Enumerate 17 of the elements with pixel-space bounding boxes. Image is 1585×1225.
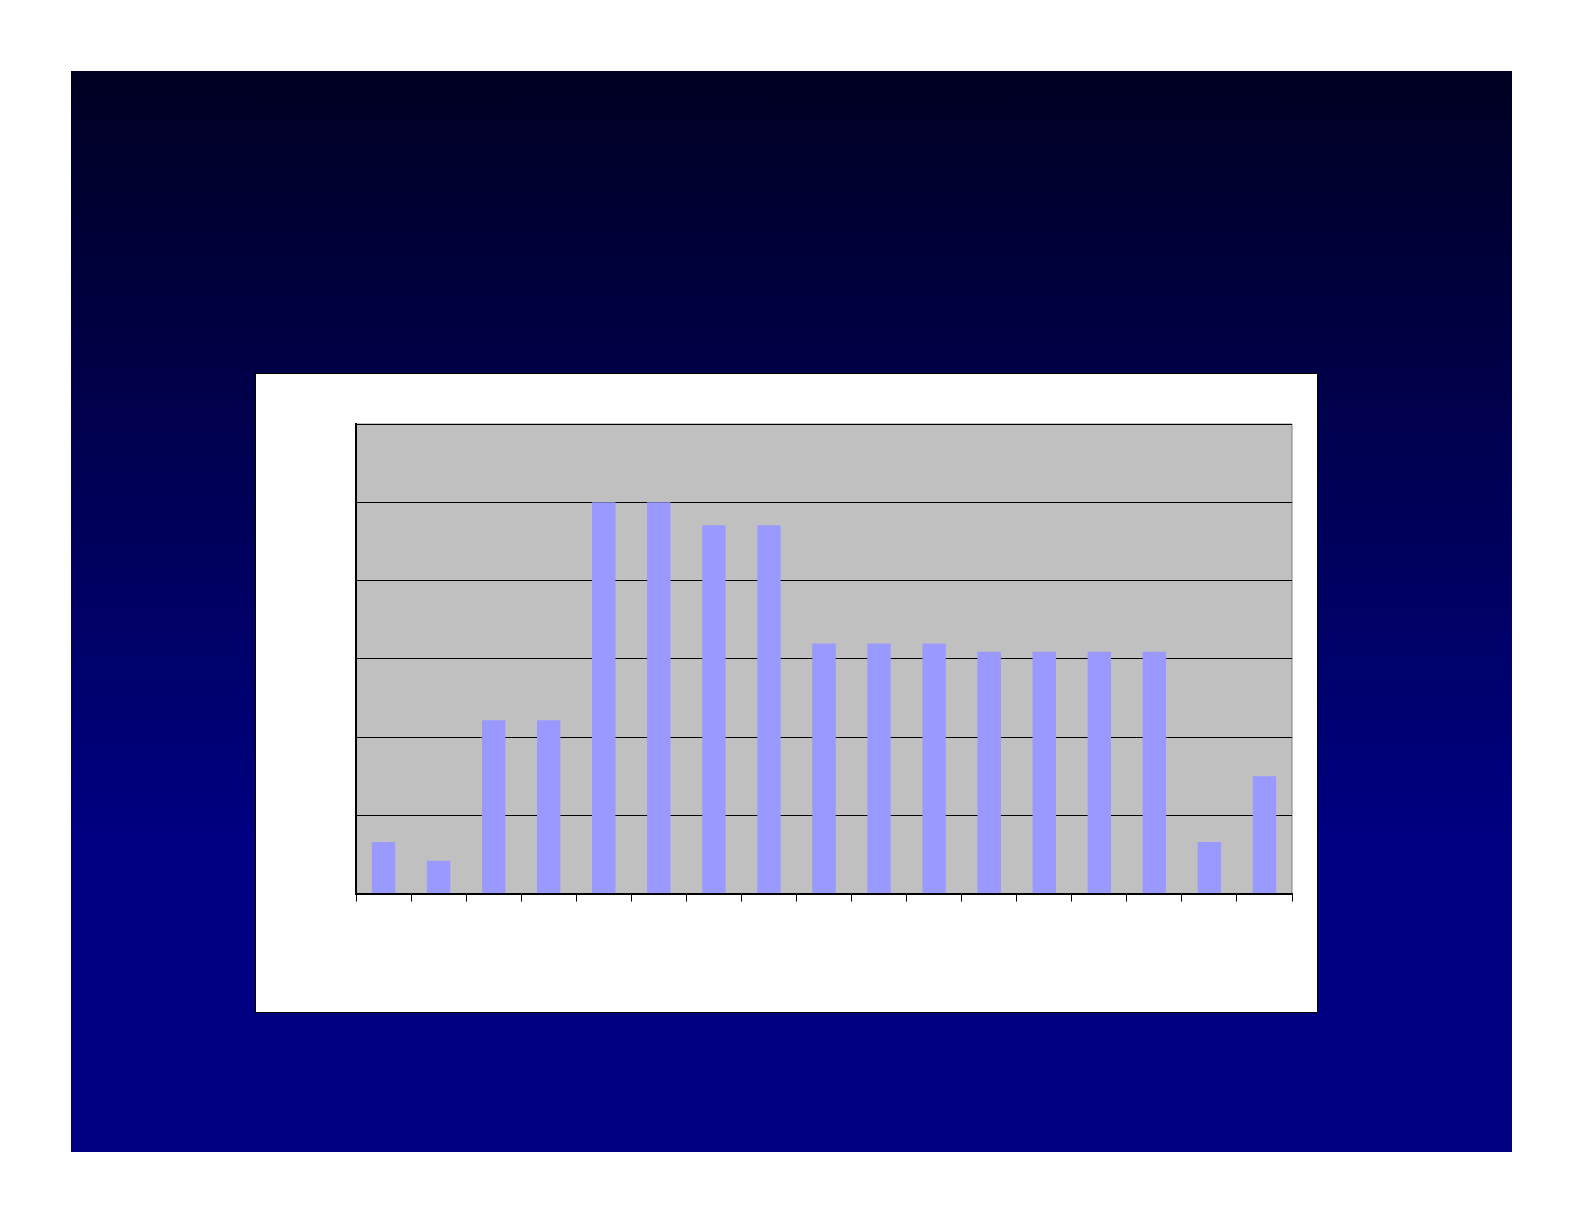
bar (757, 525, 781, 894)
bar (481, 720, 506, 894)
bar (922, 643, 946, 894)
bar (867, 643, 891, 894)
bar (371, 841, 396, 894)
bar (1252, 776, 1277, 894)
bar (1197, 841, 1222, 894)
bar (1032, 651, 1056, 894)
bar (977, 651, 1001, 894)
bar (702, 525, 726, 894)
bar (1087, 651, 1111, 894)
bar (537, 720, 561, 894)
bar (647, 502, 671, 894)
bar (1142, 651, 1167, 894)
bar (812, 643, 836, 894)
bar (592, 502, 616, 894)
bar (426, 860, 451, 894)
